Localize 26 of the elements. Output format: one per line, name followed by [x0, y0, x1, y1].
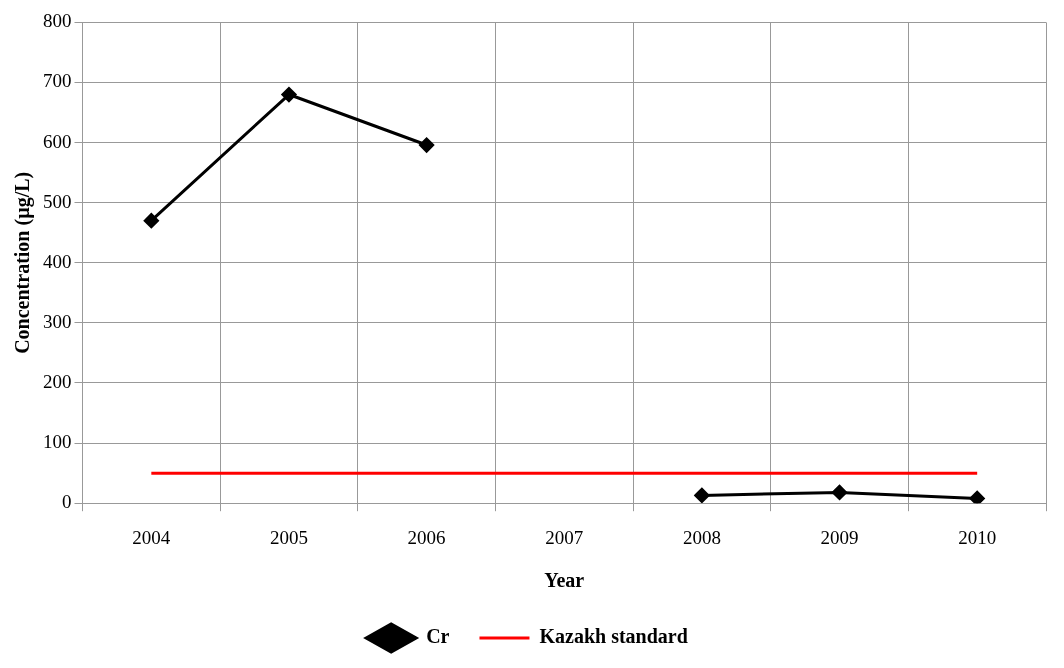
legend-label: Cr: [426, 625, 450, 648]
y-axis-title: Concentration (µg/L): [11, 171, 35, 354]
x-tick-label: 2010: [958, 526, 997, 548]
x-tick-label: 2008: [682, 526, 721, 548]
y-tick-label: 500: [43, 190, 72, 212]
x-tick-label: 2007: [545, 526, 584, 548]
y-tick-label: 300: [43, 310, 72, 332]
point: [969, 490, 985, 504]
legend-label: Kazakh standard: [539, 625, 688, 648]
y-tick-label: 200: [43, 370, 72, 392]
x-tick-label: 2009: [820, 526, 859, 548]
y-tick-label: 400: [43, 250, 72, 272]
y-tick-label: 0: [62, 491, 72, 513]
point: [694, 487, 710, 503]
x-tick-label: 2005: [269, 526, 308, 548]
point: [143, 213, 159, 229]
point: [419, 137, 435, 153]
x-axis-title: Year: [544, 569, 585, 592]
point: [281, 87, 297, 103]
y-tick-label: 100: [43, 431, 72, 453]
x-tick-label: 2006: [407, 526, 446, 548]
y-tick-label: 600: [43, 130, 72, 152]
y-tick-label: 800: [43, 10, 72, 32]
y-tick-label: 700: [43, 70, 72, 92]
x-tick-label: 2004: [132, 526, 171, 548]
point: [832, 484, 848, 500]
